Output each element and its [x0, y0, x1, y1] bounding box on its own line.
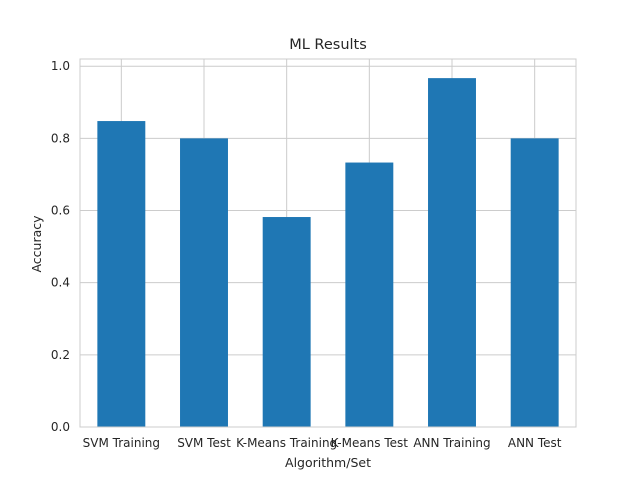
bar: [180, 138, 228, 427]
y-axis-label: Accuracy: [29, 215, 44, 273]
y-tick-label: 1.0: [51, 59, 70, 73]
bars: [97, 78, 559, 427]
x-tick-label: ANN Training: [413, 436, 490, 450]
plot-frame: [79, 58, 577, 428]
y-tick-label: 0.2: [51, 348, 70, 362]
y-tick-label: 0.8: [51, 131, 70, 145]
x-tick-labels: SVM Training SVM Test K-Means TrainingK-Me…: [83, 436, 562, 450]
x-axis-label: Algorithm/Set: [285, 455, 371, 470]
y-tick-label: 0.4: [51, 276, 70, 290]
x-tick-label: SVM Test: [177, 436, 231, 450]
y-tick-label: 0.6: [51, 204, 70, 218]
x-tick-label: K-Means Test: [331, 436, 409, 450]
bar: [428, 78, 476, 427]
bar: [97, 121, 146, 427]
x-tick-label: ANN Test: [508, 436, 562, 450]
chart-title: ML Results: [289, 37, 367, 53]
bar: [262, 217, 311, 427]
y-tick-labels: 0.0 0.2 0.4 0.6 0.8 1.0: [51, 59, 70, 434]
x-tick-label: SVM Training: [83, 436, 160, 450]
x-tick-label: K-Means Training: [236, 436, 337, 450]
bar: [345, 162, 394, 427]
bar: [510, 138, 559, 427]
y-tick-label: 0.0: [51, 420, 70, 434]
